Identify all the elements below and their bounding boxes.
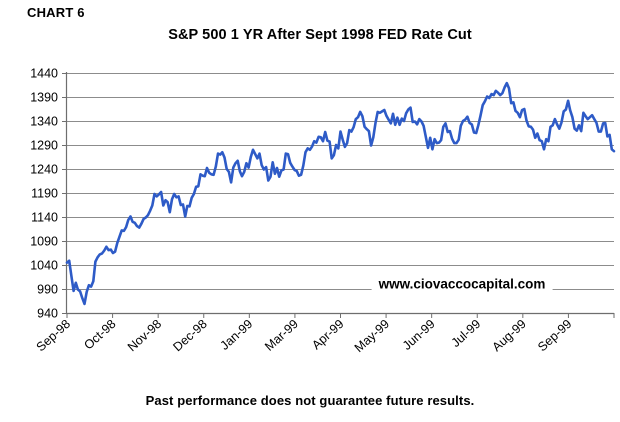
y-tick-label: 940 [37, 307, 58, 321]
y-tick-label: 1040 [30, 259, 58, 273]
y-tick-label: 1090 [30, 235, 58, 249]
chart-title: S&P 500 1 YR After Sept 1998 FED Rate Cu… [168, 27, 472, 43]
y-tick-label: 1440 [30, 67, 58, 81]
x-tick-label: Dec-98 [170, 317, 209, 354]
disclaimer-caption: Past performance does not guarantee futu… [145, 393, 475, 408]
x-tick-label: Nov-98 [125, 317, 164, 354]
x-tick-label: May-99 [352, 317, 392, 355]
x-tick-label: Sep-99 [535, 317, 574, 354]
y-tick-label: 1340 [30, 115, 58, 129]
y-tick-label: 1190 [31, 187, 58, 201]
watermark-url-text: www.ciovaccocapital.com [371, 275, 553, 293]
x-tick-label: Jun-99 [400, 317, 438, 353]
y-tick-label: 990 [37, 283, 58, 297]
y-tick-label: 1390 [30, 91, 58, 105]
chart-number-label: CHART 6 [27, 5, 85, 20]
y-tick-label: 1290 [30, 139, 58, 153]
x-tick-label: Jul-99 [449, 317, 484, 350]
y-tick-label: 1240 [30, 163, 58, 177]
sp500-price-line [65, 81, 616, 306]
x-tick-label: Jan-99 [218, 317, 256, 353]
x-tick-label: Apr-99 [309, 317, 346, 353]
x-tick-label: Aug-99 [490, 317, 529, 354]
y-tick-label: 1140 [31, 211, 58, 225]
x-tick-label: Sep-98 [34, 317, 73, 354]
x-tick-label: Oct-98 [81, 317, 118, 353]
x-tick-label: Mar-99 [262, 317, 301, 354]
